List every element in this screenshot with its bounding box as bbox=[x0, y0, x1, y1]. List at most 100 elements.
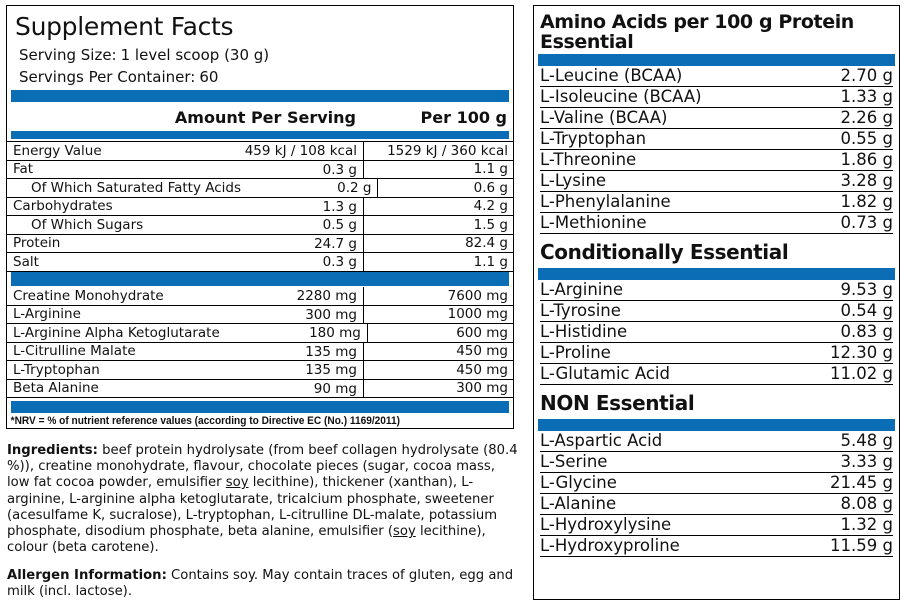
amino-value: 8.08 g bbox=[840, 494, 893, 513]
amino-value: 11.02 g bbox=[830, 364, 893, 383]
section-title: NON Essential bbox=[540, 391, 695, 415]
cell: 300 mg bbox=[212, 305, 364, 323]
amino-name: L-Hydroxyproline bbox=[540, 536, 680, 555]
section-title: Conditionally Essential bbox=[540, 240, 789, 264]
cell: Beta Alanine bbox=[13, 380, 99, 397]
header-cell: Amount Per Serving bbox=[174, 107, 356, 127]
blue-bar bbox=[538, 268, 895, 280]
cell: Creatine Monohydrate bbox=[13, 287, 164, 304]
amino-name: L-Valine (BCAA) bbox=[540, 108, 668, 127]
amino-name: L-Alanine bbox=[540, 494, 617, 513]
cell: 135 mg bbox=[212, 342, 364, 360]
cell: 82.4 g bbox=[465, 235, 508, 252]
cell: 135 mg bbox=[212, 361, 364, 379]
amino-row: L-Proline 12.30 g bbox=[540, 343, 893, 364]
table-row: Of Which Saturated Fatty Acids 0.2 g 0.6 g bbox=[7, 179, 513, 198]
amino-value: 1.86 g bbox=[840, 150, 893, 169]
ingredients: Ingredients: beef protein hydrolysate (f… bbox=[7, 443, 519, 556]
amino-name: L-Hydroxylysine bbox=[540, 515, 672, 534]
amino-row: L-Tryptophan 0.55 g bbox=[540, 129, 893, 150]
table-row: Beta Alanine 90 mg 300 mg bbox=[7, 379, 513, 398]
amino-name: L-Leucine (BCAA) bbox=[540, 66, 683, 85]
blue-bar bbox=[538, 419, 895, 431]
cell: Protein bbox=[13, 235, 61, 252]
amino-value: 11.59 g bbox=[830, 536, 893, 555]
amino-value: 5.48 g bbox=[840, 431, 893, 450]
table-row: Salt 0.3 g 1.1 g bbox=[7, 253, 513, 272]
amino-value: 0.73 g bbox=[840, 213, 893, 232]
table-row: L-Arginine 300 mg 1000 mg bbox=[7, 305, 513, 324]
value: 60 bbox=[199, 68, 219, 86]
cell: 2280 mg bbox=[212, 287, 364, 305]
amino-name: L-Histidine bbox=[540, 322, 628, 341]
amino-row: L-Alanine 8.08 g bbox=[540, 494, 893, 515]
amino-row: L-Phenylalanine 1.82 g bbox=[540, 192, 893, 213]
nutrition-table: Energy Value 459 kJ / 108 kcal 1529 kJ / 3… bbox=[7, 141, 513, 272]
footnote: *NRV = % of nutrient reference values (a… bbox=[10, 415, 400, 427]
cell: L-Arginine Alpha Ketoglutarate bbox=[13, 324, 220, 341]
amino-value: 0.54 g bbox=[840, 301, 893, 320]
amino-name: L-Phenylalanine bbox=[540, 192, 671, 211]
amino-row: L-Methionine 0.73 g bbox=[540, 213, 893, 234]
amino-name: L-Tyrosine bbox=[540, 301, 621, 320]
cell: Fat bbox=[13, 161, 34, 178]
cell: 0.6 g bbox=[473, 179, 508, 196]
amino-row: L-Arginine 9.53 g bbox=[540, 280, 893, 301]
cell: 0.3 g bbox=[212, 253, 364, 271]
amino-name: L-Serine bbox=[540, 452, 608, 471]
amino-name: L-Aspartic Acid bbox=[540, 431, 663, 450]
cell: L-Tryptophan bbox=[13, 361, 100, 378]
cell: Salt bbox=[13, 253, 39, 270]
amino-row: L-Threonine 1.86 g bbox=[540, 150, 893, 171]
amino-value: 12.30 g bbox=[830, 343, 893, 362]
amino-value: 21.45 g bbox=[830, 473, 893, 492]
table-row: L-Arginine Alpha Ketoglutarate 180 mg 600 … bbox=[7, 324, 513, 343]
amino-row: L-Glycine 21.45 g bbox=[540, 473, 893, 494]
amino-name: L-Glutamic Acid bbox=[540, 364, 670, 383]
amino-row: L-Valine (BCAA) 2.26 g bbox=[540, 108, 893, 129]
allergen-info: Allergen Information: Contains soy. May … bbox=[7, 568, 519, 600]
cell: 180 mg bbox=[220, 324, 368, 342]
cell: Of Which Sugars bbox=[31, 216, 144, 233]
cell: Energy Value bbox=[13, 142, 102, 159]
text-part: soy bbox=[225, 475, 249, 491]
cell: L-Citrulline Malate bbox=[13, 343, 136, 360]
header-cell: Per 100 g bbox=[420, 107, 507, 127]
cell: 1.1 g bbox=[473, 253, 508, 270]
blue-bar bbox=[538, 54, 895, 66]
amino-value: 3.33 g bbox=[840, 452, 893, 471]
amino-name: L-Proline bbox=[540, 343, 611, 362]
amino-row: L-Glutamic Acid 11.02 g bbox=[540, 364, 893, 385]
table-row: Creatine Monohydrate 2280 mg 7600 mg bbox=[7, 287, 513, 306]
serving-size: Serving Size: 1 level scoop (30 g) bbox=[19, 46, 269, 64]
cell: 1529 kJ / 360 kcal bbox=[387, 142, 508, 159]
amino-name: L-Glycine bbox=[540, 473, 617, 492]
amino-name: L-Lysine bbox=[540, 171, 607, 190]
supplement-facts-panel: Supplement Facts Serving Size: 1 level sc… bbox=[6, 5, 514, 429]
cell: 450 mg bbox=[456, 343, 508, 360]
amino-row: L-Tyrosine 0.54 g bbox=[540, 301, 893, 322]
label: Serving Size: bbox=[19, 46, 117, 64]
table-row: Fat 0.3 g 1.1 g bbox=[7, 160, 513, 179]
ingredient-table: Creatine Monohydrate 2280 mg 7600 mg L-Argi… bbox=[7, 287, 513, 398]
cell: 1.3 g bbox=[212, 197, 364, 215]
cell: 459 kJ / 108 kcal bbox=[212, 142, 364, 160]
text-part: soy bbox=[393, 524, 416, 540]
label: Servings Per Container: bbox=[19, 68, 196, 86]
amino-value: 0.83 g bbox=[840, 322, 893, 341]
amino-row: L-Leucine (BCAA) 2.70 g bbox=[540, 66, 893, 87]
label: Ingredients: bbox=[7, 443, 98, 458]
cell: Carbohydrates bbox=[13, 198, 113, 215]
cell: 0.2 g bbox=[241, 179, 379, 197]
cell: 450 mg bbox=[456, 361, 508, 378]
amino-name: L-Threonine bbox=[540, 150, 637, 169]
title: Supplement Facts bbox=[15, 12, 234, 41]
amino-name: L-Arginine bbox=[540, 280, 623, 299]
amino-row: L-Hydroxyproline 11.59 g bbox=[540, 536, 893, 557]
blue-bar bbox=[11, 272, 509, 286]
amino-row: L-Isoleucine (BCAA) 1.33 g bbox=[540, 87, 893, 108]
amino-name: L-Methionine bbox=[540, 213, 647, 232]
cell: Of Which Saturated Fatty Acids bbox=[31, 179, 242, 196]
amino-name: L-Isoleucine (BCAA) bbox=[540, 87, 702, 106]
amino-value: 0.55 g bbox=[840, 129, 893, 148]
